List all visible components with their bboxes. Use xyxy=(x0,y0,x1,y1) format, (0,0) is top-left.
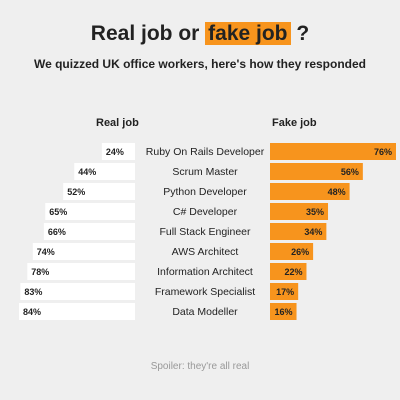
real-value-label: 24% xyxy=(106,147,124,157)
category-label: C# Developer xyxy=(173,206,238,218)
fake-value-label: 16% xyxy=(275,307,293,317)
fake-bar xyxy=(270,163,363,180)
real-bar xyxy=(101,143,135,160)
fake-bar xyxy=(270,223,327,240)
fake-value-label: 22% xyxy=(284,267,302,277)
category-label: Scrum Master xyxy=(172,166,238,178)
fake-value-label: 17% xyxy=(276,287,294,297)
category-label: Data Modeller xyxy=(172,306,238,318)
real-value-label: 65% xyxy=(49,207,67,217)
fake-bar xyxy=(270,143,396,160)
fake-value-label: 34% xyxy=(304,227,322,237)
real-value-label: 52% xyxy=(67,187,85,197)
title-pre: Real job or xyxy=(90,22,206,45)
fake-value-label: 48% xyxy=(328,187,346,197)
fake-bar xyxy=(270,203,329,220)
chart-subtitle: We quizzed UK office workers, here's how… xyxy=(33,57,367,71)
category-label: Ruby On Rails Developer xyxy=(146,146,265,158)
real-bar xyxy=(74,163,135,180)
fake-bar xyxy=(270,303,297,320)
fake-bar xyxy=(270,283,299,300)
real-value-label: 44% xyxy=(78,167,96,177)
real-bar xyxy=(32,243,135,260)
category-label: Framework Specialist xyxy=(155,286,255,298)
series-header-real: Real job xyxy=(96,117,139,129)
fake-value-label: 76% xyxy=(374,147,392,157)
title-highlight: fake job xyxy=(205,22,291,45)
real-bar xyxy=(27,263,136,280)
fake-bar xyxy=(270,263,307,280)
real-value-label: 84% xyxy=(23,307,41,317)
fake-value-label: 35% xyxy=(306,207,324,217)
series-header-fake: Fake job xyxy=(272,117,317,129)
real-bar xyxy=(45,203,135,220)
fake-bar xyxy=(270,183,350,200)
real-bar xyxy=(20,283,136,300)
real-value-label: 66% xyxy=(48,227,66,237)
real-value-label: 78% xyxy=(31,267,49,277)
chart-title: Real job or fake job ? xyxy=(0,22,400,46)
real-bar xyxy=(63,183,135,200)
real-bar xyxy=(19,303,135,320)
real-value-label: 83% xyxy=(24,287,42,297)
category-label: Information Architect xyxy=(157,266,253,278)
spoiler-note: Spoiler: they're all real xyxy=(150,361,250,372)
fake-bar xyxy=(270,243,314,260)
real-value-label: 74% xyxy=(37,247,55,257)
title-post: ? xyxy=(290,22,310,45)
category-label: Full Stack Engineer xyxy=(159,226,251,238)
fake-value-label: 56% xyxy=(341,167,359,177)
fake-value-label: 26% xyxy=(291,247,309,257)
category-label: AWS Architect xyxy=(172,246,239,258)
real-bar xyxy=(43,223,135,240)
category-label: Python Developer xyxy=(163,186,247,198)
